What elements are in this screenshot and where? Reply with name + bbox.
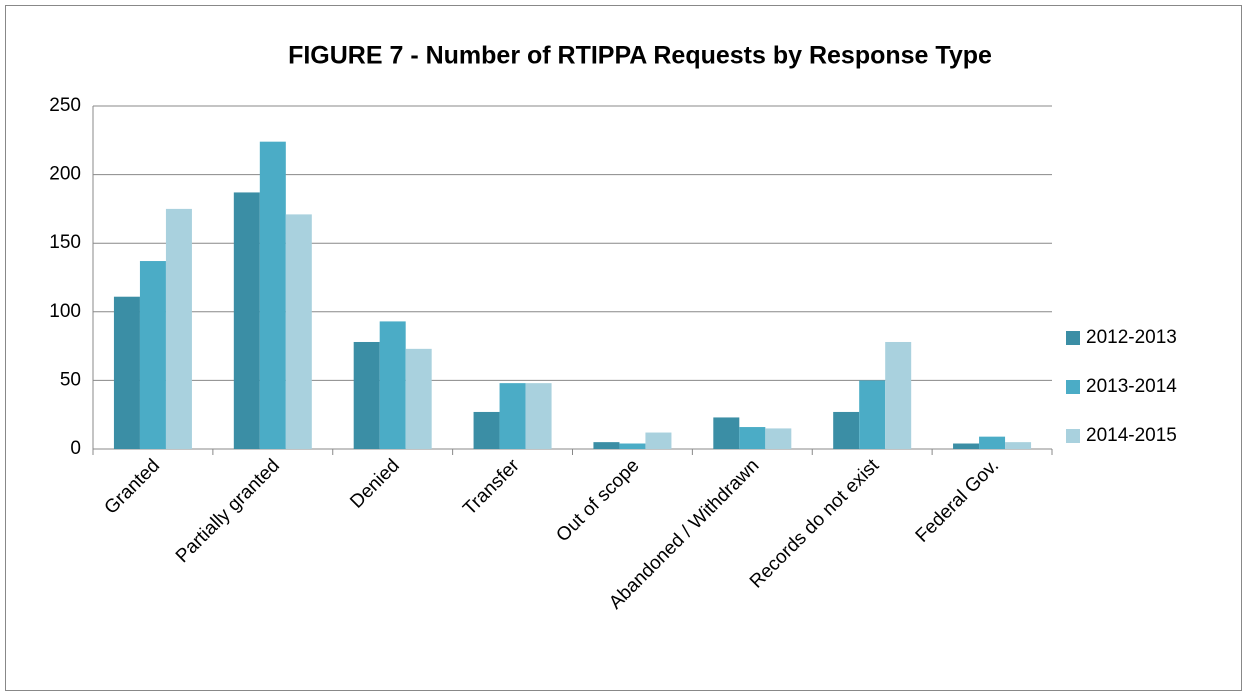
bar	[233, 192, 260, 449]
bar	[405, 348, 432, 449]
bar	[353, 341, 380, 449]
bar	[953, 443, 980, 449]
bar	[833, 411, 860, 449]
bar	[593, 442, 620, 449]
bar	[1005, 442, 1032, 449]
legend-label: 2014-2015	[1086, 425, 1177, 446]
bar	[165, 208, 192, 449]
bar	[765, 428, 792, 449]
bar	[379, 321, 406, 449]
chart-border	[5, 5, 1242, 691]
bar	[473, 411, 500, 449]
bar	[645, 432, 672, 449]
y-tick-label: 50	[60, 369, 81, 390]
chart-title: FIGURE 7 - Number of RTIPPA Requests by …	[288, 42, 992, 70]
bar	[713, 417, 740, 449]
y-tick-label: 150	[49, 232, 81, 253]
bar	[499, 383, 526, 449]
legend-swatch	[1066, 429, 1080, 443]
y-tick-label: 100	[49, 301, 81, 322]
legend-swatch	[1066, 380, 1080, 394]
bar	[113, 296, 140, 449]
bar	[739, 427, 766, 449]
bar	[259, 141, 286, 449]
bar	[619, 443, 646, 449]
y-tick-label: 0	[70, 438, 81, 459]
bar	[139, 261, 166, 449]
bar	[859, 380, 886, 449]
bar	[285, 214, 312, 449]
y-tick-label: 200	[49, 164, 81, 185]
bar	[525, 383, 552, 449]
bar	[979, 436, 1006, 449]
bar	[885, 341, 912, 449]
legend-label: 2012-2013	[1086, 327, 1177, 348]
legend-swatch	[1066, 331, 1080, 345]
y-tick-label: 250	[49, 95, 81, 116]
legend-label: 2013-2014	[1086, 376, 1177, 397]
